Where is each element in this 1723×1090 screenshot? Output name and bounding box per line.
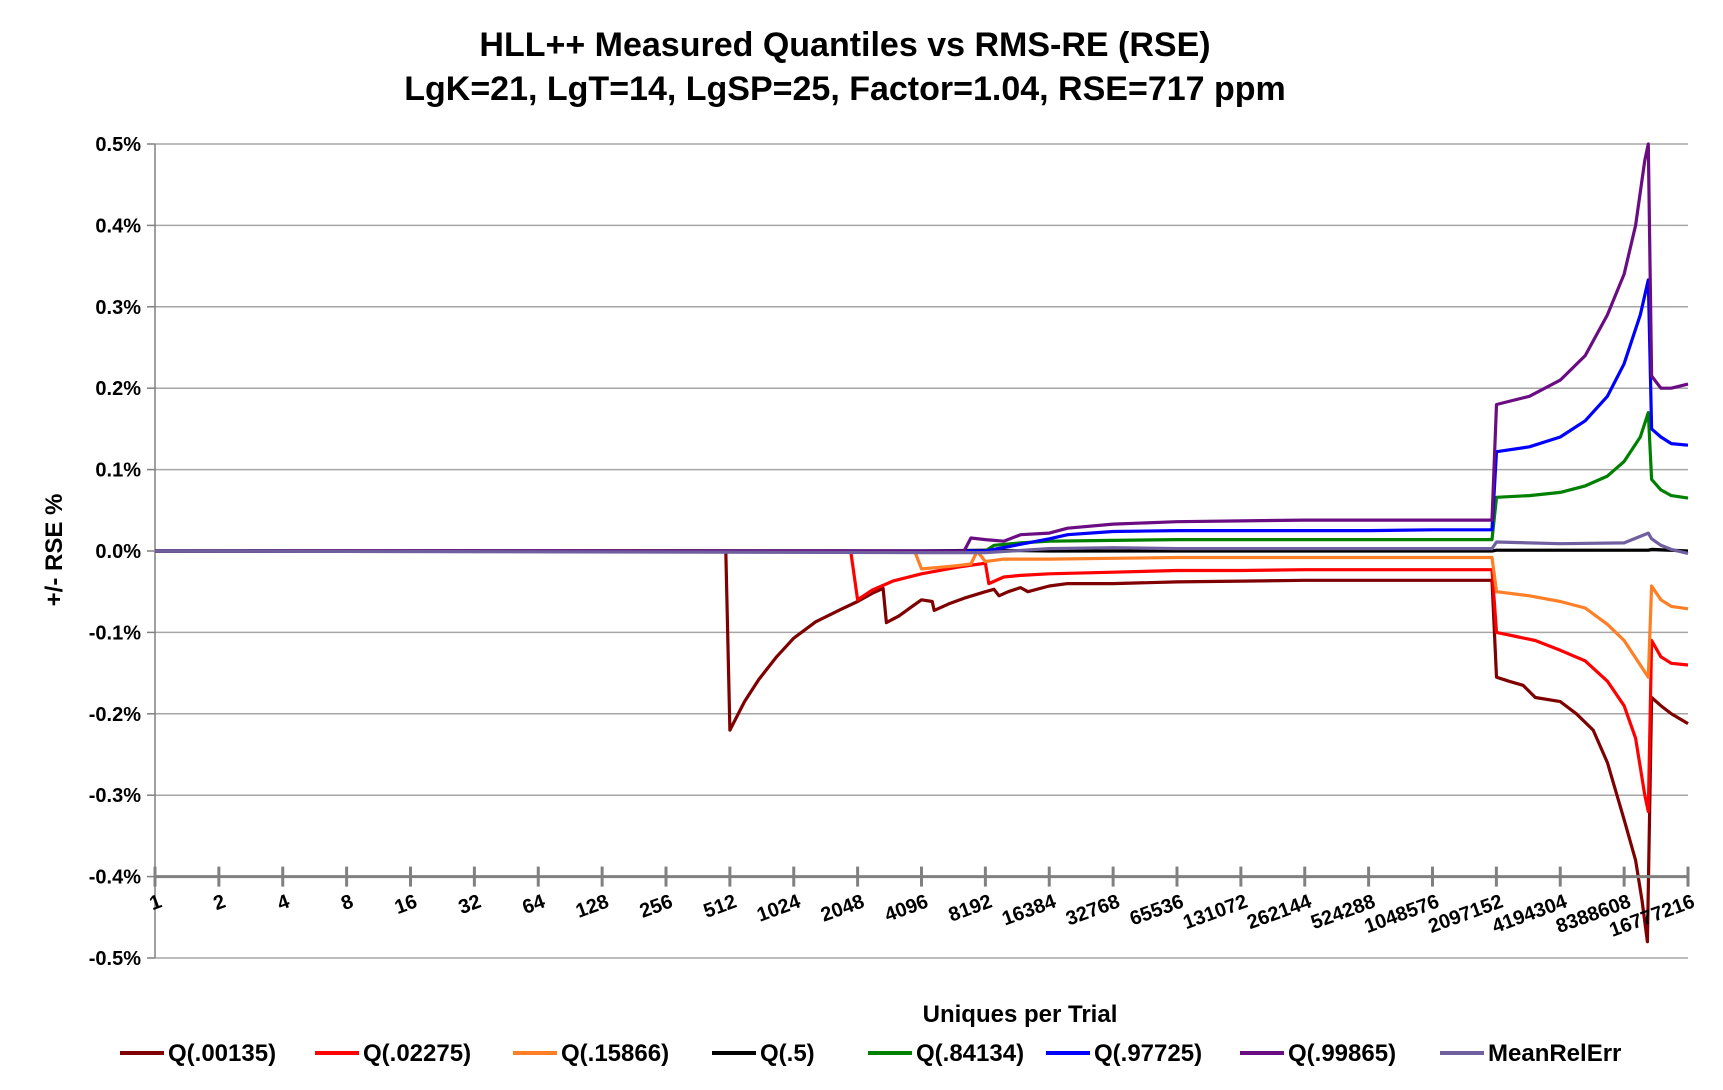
series-line-6	[155, 142, 1689, 553]
legend-label-2: Q(.15866)	[561, 1040, 669, 1067]
series-line-1	[155, 549, 1689, 814]
y-tick-label: 0.1%	[95, 460, 141, 482]
y-axis-ticks: 0.5% 0.4% 0.3% 0.2% 0.1% 0.0% -0.1% -0.2% -0.3% -…	[89, 134, 141, 970]
y-tick-label: -0.4%	[89, 867, 141, 889]
y-axis-label: +/- RSE %	[41, 494, 68, 607]
x-axis	[153, 866, 1690, 887]
x-axis-label: Uniques per Trial	[923, 1001, 1118, 1028]
legend-label-4: Q(.84134)	[916, 1040, 1024, 1067]
y-tick-label: -0.1%	[89, 622, 141, 644]
legend-label-7: MeanRelErr	[1488, 1040, 1621, 1067]
chart-title: HLL++ Measured Quantiles vs RMS-RE (RSE)	[479, 26, 1210, 64]
y-tick-label: 0.0%	[95, 541, 141, 563]
series-line-7	[154, 531, 1689, 555]
y-tick-label: 0.2%	[95, 378, 141, 400]
y-tick-label: -0.3%	[89, 785, 141, 807]
y-tick-label: -0.5%	[89, 948, 141, 970]
series-line-2	[155, 549, 1689, 679]
y-tick-label: 0.4%	[95, 215, 141, 237]
series-lines	[154, 142, 1689, 944]
chart-subtitle: LgK=21, LgT=14, LgSP=25, Factor=1.04, RS…	[404, 70, 1286, 108]
legend: Q(.00135) Q(.02275) Q(.15866) Q(.5) Q(.84134…	[120, 1040, 1621, 1067]
legend-label-1: Q(.02275)	[363, 1040, 471, 1067]
legend-label-3: Q(.5)	[760, 1040, 815, 1067]
series-line-0	[155, 549, 1689, 944]
legend-label-6: Q(.99865)	[1288, 1040, 1396, 1067]
y-tick-label: 0.5%	[95, 134, 141, 156]
y-tick-label: 0.3%	[95, 297, 141, 319]
legend-label-0: Q(.00135)	[168, 1040, 276, 1067]
y-tick-label: -0.2%	[89, 704, 141, 726]
legend-label-5: Q(.97725)	[1094, 1040, 1202, 1067]
